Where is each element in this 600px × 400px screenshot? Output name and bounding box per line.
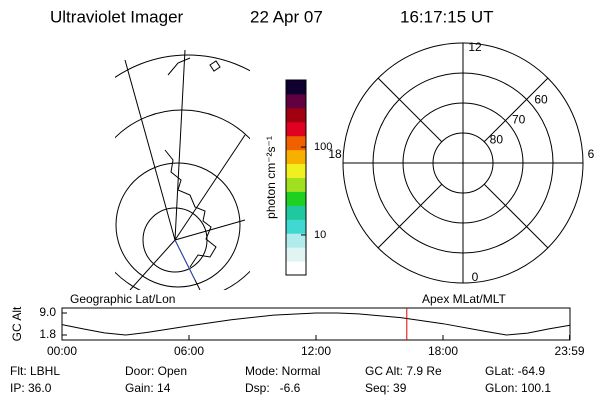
colorbar-label: photon cm⁻²s⁻¹ <box>264 136 278 219</box>
geographic-map <box>115 50 250 290</box>
colorbar-segment <box>286 121 306 137</box>
title: Ultraviolet Imager <box>50 7 184 26</box>
polar-spoke <box>483 183 549 249</box>
hour-label: 6 <box>588 147 595 161</box>
x-tick-label: 12:00 <box>301 344 331 358</box>
y-tick-label: 1.8 <box>39 327 56 341</box>
coastline <box>164 149 217 268</box>
polar-spoke <box>377 183 443 249</box>
x-tick-label: 06:00 <box>174 344 204 358</box>
colorbar-tick-label: 100 <box>314 141 332 153</box>
colorbar-segment <box>286 107 306 123</box>
colorbar-segment <box>286 247 306 262</box>
colorbar-segment <box>286 205 306 220</box>
footer-field: Flt: LBHL <box>10 364 60 378</box>
polar-spoke <box>377 77 443 143</box>
hour-label: 0 <box>472 270 479 284</box>
colorbar-segment <box>286 219 306 234</box>
altitude-line <box>61 312 571 336</box>
footer-field: GLon: 100.1 <box>485 381 551 395</box>
hour-label: 18 <box>328 147 342 161</box>
hour-label: 12 <box>468 40 482 54</box>
polar-spoke <box>483 77 549 143</box>
date: 22 Apr 07 <box>250 7 323 26</box>
colorbar-segment <box>286 149 306 165</box>
y-axis-label: GC Alt <box>10 306 24 341</box>
colorbar-segment <box>286 261 306 276</box>
colorbar-segment <box>286 233 306 248</box>
colorbar-segment <box>286 93 306 109</box>
footer-field: Gain: 14 <box>125 381 171 395</box>
map-grid <box>129 239 176 290</box>
footer-field: Seq: 39 <box>365 381 407 395</box>
footer-field: Mode: Normal <box>245 364 320 378</box>
colorbar-segment <box>286 177 306 192</box>
x-tick-label: 23:59 <box>555 344 585 358</box>
x-tick-label: 18:00 <box>428 344 458 358</box>
apex-label: Apex MLat/MLT <box>422 292 506 306</box>
lat-label: 70 <box>512 112 526 126</box>
footer-field: Dsp: -6.6 <box>245 381 301 395</box>
map-grid <box>174 50 186 241</box>
geographic-label: Geographic Lat/Lon <box>70 292 175 306</box>
colorbar-segment <box>286 135 306 151</box>
colorbar-segment <box>286 191 306 206</box>
map-grid <box>115 54 250 79</box>
footer-field: GC Alt: 7.9 Re <box>365 364 442 378</box>
colorbar-frame <box>285 79 307 276</box>
footer-field: Door: Open <box>125 364 187 378</box>
x-tick-label: 00:00 <box>47 344 77 358</box>
map-grid <box>174 134 246 241</box>
footprint <box>174 239 196 281</box>
map-grid <box>115 162 241 288</box>
colorbar-tick-label: 10 <box>314 229 326 241</box>
footer-field: IP: 36.0 <box>10 381 52 395</box>
colorbar-segment <box>286 163 306 178</box>
footer-field: GLat: -64.9 <box>485 364 545 378</box>
lat-label: 60 <box>534 92 548 106</box>
colorbar-segment <box>286 80 306 95</box>
coastline <box>167 57 221 76</box>
time: 16:17:15 UT <box>400 7 494 26</box>
lat-label: 80 <box>490 132 504 146</box>
map-grid <box>124 59 176 241</box>
y-tick-label: 9.0 <box>39 305 56 319</box>
